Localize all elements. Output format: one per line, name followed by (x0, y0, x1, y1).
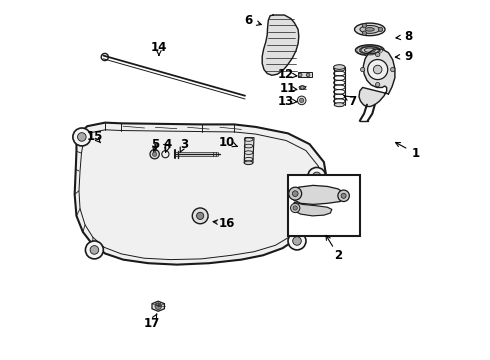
Circle shape (373, 65, 382, 74)
Polygon shape (74, 123, 327, 265)
Text: 5: 5 (151, 138, 159, 150)
Circle shape (293, 206, 297, 210)
Text: 10: 10 (219, 136, 235, 149)
Polygon shape (293, 185, 344, 204)
Circle shape (368, 59, 388, 80)
Circle shape (362, 31, 367, 35)
Text: 9: 9 (404, 50, 412, 63)
Circle shape (293, 191, 298, 197)
Circle shape (297, 96, 306, 105)
Circle shape (391, 67, 395, 72)
Text: 8: 8 (404, 30, 412, 43)
Circle shape (155, 303, 161, 310)
Ellipse shape (334, 103, 344, 107)
Circle shape (313, 172, 321, 181)
Ellipse shape (355, 45, 384, 55)
Text: 4: 4 (164, 138, 172, 150)
Circle shape (196, 212, 204, 220)
Circle shape (338, 190, 349, 202)
Text: 11: 11 (280, 82, 296, 95)
Text: 15: 15 (87, 130, 103, 144)
Circle shape (306, 73, 310, 77)
Ellipse shape (245, 161, 253, 165)
Circle shape (361, 67, 365, 72)
Polygon shape (293, 202, 332, 216)
Circle shape (77, 133, 86, 141)
Circle shape (375, 52, 380, 57)
Circle shape (90, 246, 98, 254)
Circle shape (299, 98, 304, 103)
Circle shape (300, 86, 304, 89)
Ellipse shape (355, 23, 385, 36)
Text: 7: 7 (348, 95, 357, 108)
Polygon shape (359, 49, 395, 107)
Circle shape (289, 187, 302, 200)
Circle shape (73, 128, 91, 146)
Ellipse shape (360, 46, 380, 54)
Bar (298, 72, 312, 77)
Circle shape (150, 149, 159, 159)
Ellipse shape (334, 65, 345, 69)
Polygon shape (152, 301, 165, 311)
Ellipse shape (366, 28, 374, 31)
Circle shape (192, 208, 208, 224)
Circle shape (85, 241, 103, 259)
Circle shape (298, 73, 302, 77)
Circle shape (378, 27, 383, 32)
Text: 1: 1 (411, 147, 419, 159)
Ellipse shape (360, 26, 380, 33)
Text: 3: 3 (180, 138, 188, 150)
Ellipse shape (299, 86, 306, 89)
Text: 13: 13 (278, 95, 294, 108)
Bar (288, 175, 360, 235)
Circle shape (341, 193, 346, 198)
Circle shape (288, 232, 306, 250)
Circle shape (293, 237, 301, 245)
Polygon shape (262, 15, 299, 75)
Circle shape (375, 82, 380, 87)
Text: 17: 17 (144, 317, 160, 330)
Circle shape (152, 152, 157, 156)
Circle shape (291, 203, 300, 213)
Text: 6: 6 (245, 14, 253, 27)
Ellipse shape (192, 216, 208, 220)
Text: 2: 2 (334, 249, 343, 262)
Polygon shape (245, 138, 254, 163)
Text: 14: 14 (151, 41, 167, 54)
Circle shape (308, 167, 326, 185)
Text: 16: 16 (219, 216, 235, 230)
Circle shape (362, 23, 367, 28)
Text: 12: 12 (278, 68, 294, 81)
